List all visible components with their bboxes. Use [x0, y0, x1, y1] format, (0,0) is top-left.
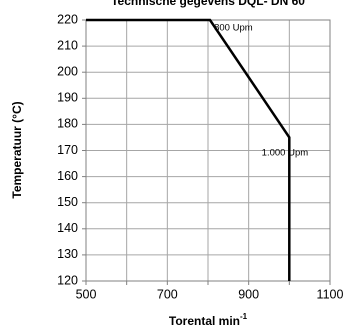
y-axis-label: Temperatuur (°C) [10, 101, 24, 198]
x-axis-label-text: Torental min [169, 314, 240, 328]
y-tick-label: 160 [57, 169, 78, 183]
annotation-label: 1.000 Upm [262, 148, 309, 159]
x-axis-label-superscript: -1 [240, 312, 248, 321]
x-tick-label: 700 [157, 287, 178, 301]
annotation-label: 800 Upm [214, 22, 253, 33]
series [86, 18, 291, 281]
annotations: 800 Upm 1.000 Upm [214, 22, 308, 158]
y-tick-label: 170 [57, 143, 78, 157]
y-tick-label: 220 [57, 12, 78, 26]
y-tick-label: 130 [57, 247, 78, 261]
series-line [86, 18, 291, 281]
y-tick-label: 210 [57, 38, 78, 52]
y-tick-label: 140 [57, 221, 78, 235]
y-tick-label: 200 [57, 64, 78, 78]
x-tick-label: 500 [76, 287, 97, 301]
y-tick-labels: 120 130 140 150 160 170 180 190 200 210 220 [57, 12, 78, 287]
y-tick-label: 190 [57, 91, 78, 105]
x-axis-label: Torental min-1 [169, 312, 248, 328]
x-tick-labels: 500 700 900 1100 [76, 287, 344, 301]
y-tick-label: 180 [57, 117, 78, 131]
x-tick-label: 900 [238, 287, 259, 301]
y-tick-label: 150 [57, 195, 78, 209]
chart-title: Technische gegevens DQL- DN 60 [111, 0, 305, 8]
y-tick-label: 120 [57, 273, 78, 287]
x-tick-label: 1100 [317, 287, 344, 301]
